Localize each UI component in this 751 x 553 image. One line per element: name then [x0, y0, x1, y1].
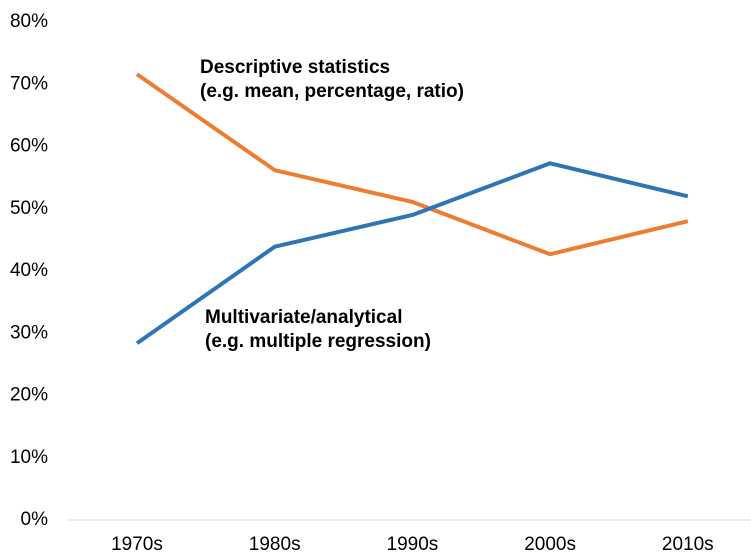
y-tick-label: 30%	[10, 322, 48, 343]
y-tick-label: 60%	[10, 136, 48, 157]
series-line	[135, 161, 689, 345]
y-tick-label: 80%	[10, 11, 48, 32]
series-label: Descriptive statistics	[200, 57, 390, 78]
series-label: Multivariate/analytical	[205, 307, 402, 328]
y-tick-label: 50%	[10, 198, 48, 219]
x-tick-label: 2000s	[524, 534, 576, 553]
annotation: (e.g. mean, percentage, ratio)	[200, 81, 464, 102]
y-tick-label: 20%	[10, 385, 48, 406]
y-tick-label: 0%	[21, 509, 49, 530]
x-tick-label: 1980s	[249, 534, 301, 553]
y-tick-label: 40%	[10, 260, 48, 281]
y-tick-label: 10%	[10, 447, 48, 468]
annotation: (e.g. multiple regression)	[205, 331, 431, 352]
series-line	[135, 72, 689, 257]
x-tick-label: 1970s	[111, 534, 163, 553]
x-tick-label: 2010s	[662, 534, 714, 553]
x-tick-label: 1990s	[387, 534, 439, 553]
y-tick-label: 70%	[10, 73, 48, 94]
